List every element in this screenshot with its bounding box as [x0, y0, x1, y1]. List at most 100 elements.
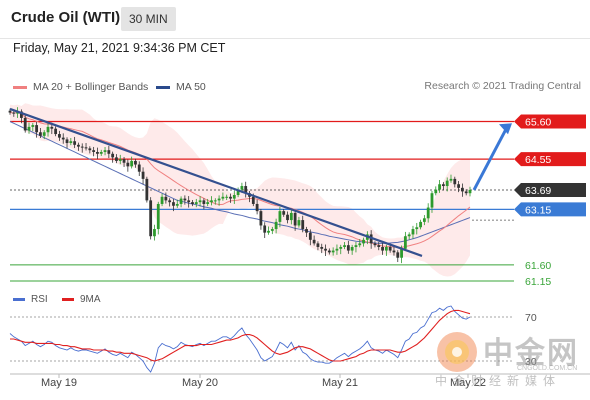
- candle-body: [388, 246, 392, 251]
- ma20-swatch: [13, 85, 27, 89]
- candle-body: [149, 200, 153, 237]
- candle-body: [229, 196, 232, 199]
- candle-body: [221, 196, 225, 199]
- candle-body: [35, 125, 39, 133]
- candle-body: [411, 229, 415, 235]
- level-label-65.60: 65.60: [514, 114, 586, 129]
- candle-body: [350, 246, 354, 251]
- candle-body: [20, 111, 23, 118]
- candle-body: [145, 178, 149, 201]
- chart-header: Crude Oil (WTI) 30 MIN: [0, 0, 590, 39]
- candle-body: [8, 110, 12, 113]
- candle-body: [274, 221, 278, 230]
- candle-body: [392, 250, 396, 253]
- candle-body: [168, 200, 172, 203]
- candle-body: [103, 150, 107, 152]
- legend-ma20-label: MA 20 + Bollinger Bands: [33, 81, 149, 93]
- candle-body: [464, 191, 468, 194]
- candle-body: [460, 187, 464, 192]
- candle-body: [297, 220, 301, 226]
- candle-body: [225, 196, 229, 198]
- candle-body: [88, 148, 92, 151]
- candle-body: [58, 134, 61, 138]
- candle-body: [42, 132, 46, 136]
- candle-body: [282, 211, 286, 215]
- candle-body: [441, 184, 445, 187]
- instrument-title: Crude Oil (WTI): [11, 9, 121, 26]
- level-tag-bg: [514, 182, 586, 197]
- rsi-level-label: 70: [525, 312, 537, 324]
- candle-body: [183, 198, 187, 201]
- ma50-swatch: [156, 85, 170, 89]
- x-tick-label: May 19: [41, 377, 77, 389]
- candle-body: [267, 230, 270, 233]
- rsi-line: [9, 305, 471, 373]
- candle-body: [457, 184, 460, 188]
- candle-body: [278, 211, 282, 222]
- candle-body: [419, 221, 422, 228]
- candle-body: [187, 200, 191, 203]
- legend-rsi-label: RSI: [31, 294, 48, 305]
- candle-body: [122, 159, 126, 163]
- candle-body: [80, 146, 84, 148]
- candle-body: [73, 141, 77, 145]
- level-tag-bg: [514, 114, 586, 129]
- candle-body: [111, 153, 115, 158]
- candle-body: [65, 139, 69, 144]
- candle-body: [92, 150, 96, 152]
- candles: [8, 107, 472, 264]
- candle-body: [320, 246, 324, 249]
- candle-body: [77, 144, 80, 147]
- candle-body: [96, 151, 99, 154]
- candle-body: [156, 203, 160, 230]
- candle-body: [206, 202, 210, 204]
- candle-body: [426, 207, 430, 219]
- candle-body: [61, 137, 65, 140]
- rsi-ma9-line: [10, 309, 471, 362]
- candle-body: [308, 232, 312, 240]
- candle-body: [99, 151, 103, 154]
- rsi-swatch: [13, 297, 25, 301]
- x-tick-label: May 20: [182, 377, 218, 389]
- level-text: 63.15: [525, 204, 551, 216]
- ma50-line: [9, 121, 471, 244]
- candle-body: [430, 193, 434, 208]
- candle-body: [137, 164, 141, 172]
- candle-body: [312, 239, 316, 244]
- candle-body: [191, 202, 194, 204]
- candle-body: [434, 189, 438, 194]
- candle-body: [468, 189, 472, 194]
- candle-body: [400, 248, 403, 258]
- candle-body: [316, 243, 320, 247]
- legend-ma20: MA 20 + Bollinger Bands: [13, 80, 148, 94]
- candle-body: [422, 218, 426, 222]
- x-tick-label: May 21: [322, 377, 358, 389]
- candle-body: [324, 248, 327, 251]
- candle-body: [126, 162, 130, 167]
- legend-ma9: 9MA: [62, 293, 101, 306]
- level-text: 61.60: [525, 260, 551, 272]
- candle-body: [141, 171, 145, 179]
- candle-body: [403, 236, 407, 249]
- candle-body: [202, 200, 206, 204]
- candle-body: [217, 198, 221, 201]
- candle-body: [339, 246, 343, 249]
- candle-body: [118, 159, 122, 161]
- level-label-64.55: 64.55: [514, 152, 586, 167]
- candle-body: [232, 195, 236, 199]
- candle-body: [331, 250, 335, 253]
- candle-body: [335, 248, 339, 251]
- candle-body: [164, 196, 168, 201]
- candle-body: [69, 141, 73, 144]
- level-label-61.60: 61.60: [525, 260, 551, 272]
- candle-body: [39, 132, 42, 136]
- candle-body: [54, 128, 58, 135]
- watermark-logo: [437, 332, 477, 372]
- candle-body: [12, 112, 16, 114]
- candle-body: [377, 245, 381, 247]
- candle-body: [354, 245, 358, 247]
- interval-button[interactable]: 30 MIN: [121, 7, 176, 31]
- candle-body: [305, 229, 308, 233]
- legend-ma9-label: 9MA: [80, 294, 101, 305]
